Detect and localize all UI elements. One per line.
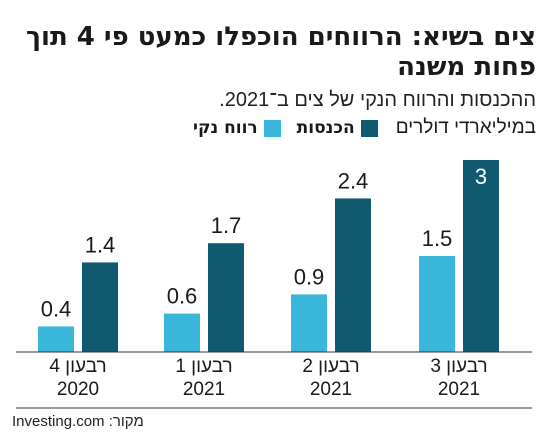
data-label-revenue-3: 3 [475,164,487,189]
data-label-net-profit-2: 0.9 [294,264,325,289]
unit-label: במיליארדי דולרים [395,117,536,138]
category-label-1: רבעון 1 [175,356,232,377]
bar-revenue-3 [463,160,499,352]
legend-item-revenue: הכנסות [297,116,378,140]
data-label-net-profit-1: 0.6 [167,284,198,309]
bar-net-profit-2 [291,294,327,352]
category-year-2: 2021 [310,379,352,400]
bar-revenue-0 [82,262,118,352]
chart-header: צים בשיא: הרווחים הוכפלו כמעט פי 4 תוך פ… [12,22,536,140]
legend-label-net-profit: רווח נקי [192,118,258,138]
chart-title: צים בשיא: הרווחים הוכפלו כמעט פי 4 תוך פ… [26,22,536,82]
data-label-net-profit-3: 1.5 [422,226,453,251]
bar-net-profit-1 [164,313,200,352]
unit-and-legend-row: במיליארדי דולרים הכנסות רווח נקי [12,116,536,140]
legend-swatch-revenue [360,119,378,137]
data-label-revenue-1: 1.7 [211,213,242,238]
legend-item-net-profit: רווח נקי [193,116,281,140]
legend-label-revenue: הכנסות [296,118,355,138]
data-label-revenue-0: 1.4 [85,232,116,257]
data-label-revenue-2: 2.4 [338,168,369,193]
category-year-1: 2021 [183,379,225,400]
legend-swatch-net-profit [263,119,281,137]
bar-revenue-1 [208,243,244,352]
bar-net-profit-0 [38,326,74,352]
chart-subtitle: ההכנסות והרווח הנקי של צים ב־2021. [219,89,536,111]
data-label-net-profit-0: 0.4 [41,296,72,321]
category-label-2: רבעון 2 [302,356,359,377]
legend: הכנסות רווח נקי [177,116,378,140]
source-credit: מקור: Investing.com [12,413,144,430]
bar-revenue-2 [335,198,371,352]
bar-net-profit-3 [419,256,455,352]
category-year-3: 2021 [438,379,480,400]
category-label-3: רבעון 3 [430,356,487,377]
category-label-0: רבעון 4 [49,356,106,377]
category-year-0: 2020 [57,379,99,400]
